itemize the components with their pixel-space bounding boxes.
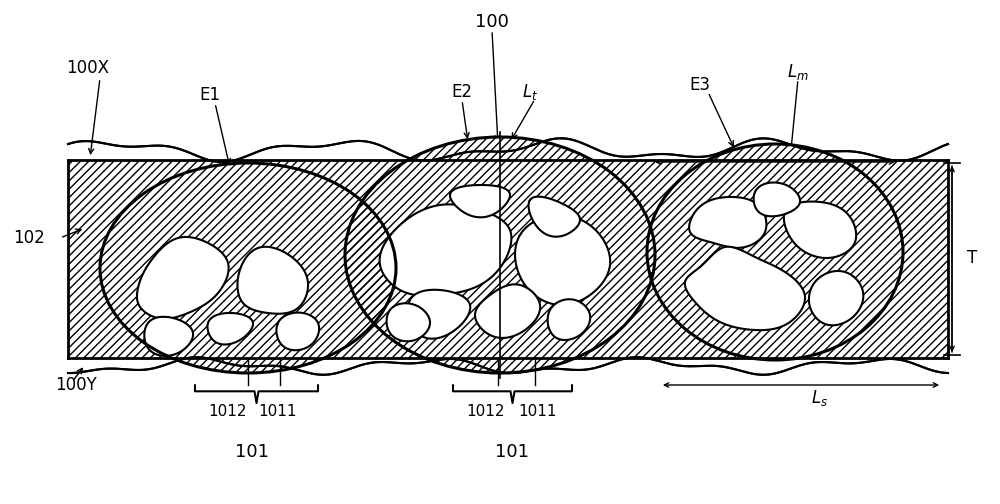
Text: 1012: 1012 xyxy=(209,405,247,419)
Polygon shape xyxy=(784,202,856,258)
Polygon shape xyxy=(276,312,319,350)
Text: E2: E2 xyxy=(452,83,473,101)
Text: 100: 100 xyxy=(475,13,509,31)
Polygon shape xyxy=(529,197,580,237)
Polygon shape xyxy=(754,182,800,216)
Ellipse shape xyxy=(647,144,903,360)
Text: 1011: 1011 xyxy=(519,405,557,419)
Text: 100X: 100X xyxy=(66,59,110,77)
Polygon shape xyxy=(207,313,253,345)
Polygon shape xyxy=(237,247,308,313)
Polygon shape xyxy=(515,215,610,305)
Text: 1012: 1012 xyxy=(467,405,505,419)
Polygon shape xyxy=(380,205,511,296)
Text: 101: 101 xyxy=(495,443,529,461)
Polygon shape xyxy=(689,197,766,248)
Ellipse shape xyxy=(100,163,396,373)
Polygon shape xyxy=(68,138,948,162)
Polygon shape xyxy=(685,247,805,330)
Text: $L_m$: $L_m$ xyxy=(787,62,809,82)
Text: T: T xyxy=(967,249,977,267)
Text: 101: 101 xyxy=(235,443,269,461)
Polygon shape xyxy=(68,357,948,375)
Text: E3: E3 xyxy=(690,76,710,94)
Polygon shape xyxy=(387,303,430,341)
Polygon shape xyxy=(144,317,193,356)
Ellipse shape xyxy=(345,137,655,373)
Polygon shape xyxy=(408,290,470,339)
Polygon shape xyxy=(475,284,540,338)
Polygon shape xyxy=(450,185,510,217)
Polygon shape xyxy=(137,237,229,319)
Polygon shape xyxy=(809,271,863,325)
Text: E1: E1 xyxy=(200,86,220,104)
Text: 1011: 1011 xyxy=(259,405,297,419)
Text: $L_t$: $L_t$ xyxy=(522,82,538,102)
Polygon shape xyxy=(68,160,948,358)
Text: 102: 102 xyxy=(13,229,45,247)
Polygon shape xyxy=(548,299,590,340)
Text: 100Y: 100Y xyxy=(55,376,97,394)
Text: $L_s$: $L_s$ xyxy=(811,388,829,408)
